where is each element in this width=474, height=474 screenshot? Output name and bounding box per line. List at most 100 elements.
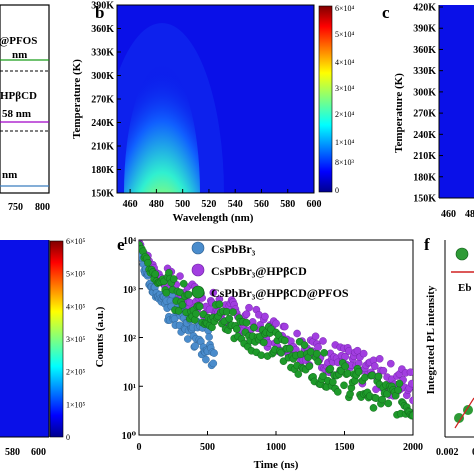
decay-point	[293, 329, 301, 338]
panel-b-colorbar-label: 4×10⁴	[335, 58, 355, 67]
decay-point	[409, 411, 413, 420]
panel-c-xtick-460: 460	[441, 209, 456, 220]
panel-f-legend-marker	[455, 247, 469, 261]
decay-point	[312, 349, 321, 358]
decay-point	[370, 362, 379, 371]
panel-b-colorbar-label: 0	[335, 186, 339, 195]
panel-b: b 150K 180K 210K 240K 270K 300K 330K 360K 390K 4…	[71, 1, 355, 225]
legend-marker-hpbcd	[191, 263, 205, 277]
panel-e-xtick-label: 2000	[403, 442, 423, 453]
decay-point	[372, 394, 380, 403]
decay-point	[386, 359, 395, 368]
panel-d-heatmap	[0, 240, 49, 437]
panel-d-xtick-580: 580	[5, 447, 20, 458]
panel-b-xlabel: Wavelength (nm)	[173, 212, 254, 224]
panel-a-xtick-800: 800	[35, 202, 50, 213]
panel-c-ytick-label: 420K	[413, 3, 436, 14]
panel-b-xtick-label: 520	[201, 199, 216, 210]
panel-e-ytick-label: 10²	[123, 334, 136, 345]
panel-f-fit-curve	[454, 397, 474, 429]
decay-point	[394, 386, 403, 394]
panel-d-xtick-600: 600	[31, 447, 46, 458]
panel-a-label-4: 58 nm	[2, 108, 31, 120]
decay-point	[250, 323, 258, 332]
decay-point	[162, 288, 171, 297]
panel-f-xtick-2: 0	[472, 447, 474, 458]
decay-point	[259, 338, 268, 347]
panel-d-colorbar-label: 3×10⁵	[66, 335, 86, 344]
decay-point	[176, 272, 184, 280]
panel-e-xlabel: Time (ns)	[254, 459, 299, 471]
panel-b-xticks: 460 480 500 520 540 560 580 600	[123, 189, 322, 210]
panel-f-point-1	[454, 413, 464, 423]
decay-point	[359, 349, 368, 358]
decay-point	[229, 308, 237, 316]
panel-b-colorbar-label: 5×10⁴	[335, 30, 355, 39]
panel-c-ytick-label: 300K	[413, 87, 436, 98]
panel-c-heatmap	[439, 5, 474, 198]
panel-b-colorbar	[318, 5, 333, 193]
decay-point	[202, 355, 210, 364]
panel-c-ytick-label: 330K	[413, 66, 436, 77]
panel-b-yticks: 150K 180K 210K 240K 270K 300K 330K 360K 390K	[91, 1, 121, 200]
decay-point	[319, 372, 327, 380]
panel-a-label-3: HPβCD	[0, 90, 37, 102]
decay-point	[280, 336, 289, 345]
decay-point	[294, 370, 303, 378]
panel-b-xtick-label: 600	[307, 199, 322, 210]
decay-point	[205, 333, 213, 341]
decay-point	[209, 359, 218, 368]
decay-point	[314, 357, 322, 366]
panel-e-ytick-label: 10⁴	[123, 236, 136, 247]
decay-point	[384, 399, 393, 408]
panel-c: c 150K 180K 210K 240K 270K 300K 330K 360K 390K 42…	[382, 3, 474, 220]
panel-a-label-5: nm	[2, 169, 17, 181]
decay-point	[272, 319, 280, 328]
panel-c-ytick-label: 150K	[413, 194, 436, 205]
legend-label-hpbcd: CsPbBr₃@HPβCD	[211, 264, 307, 278]
decay-point	[242, 318, 251, 327]
decay-point	[261, 312, 269, 321]
panel-b-colorbar-ticks: 0 8×10³ 1×10⁴ 2×10⁴ 3×10⁴ 4×10⁴ 5×10⁴ 6×10⁴	[335, 4, 355, 195]
panel-d-colorbar-label: 1×10⁵	[66, 400, 86, 409]
panel-e-xtick-label: 1500	[335, 442, 355, 453]
legend-marker-pfos	[191, 285, 205, 299]
panel-e-ytick-label: 10¹	[123, 382, 136, 393]
panel-a-xtick-750: 750	[8, 202, 23, 213]
decay-point	[395, 379, 404, 388]
decay-point	[374, 372, 383, 381]
decay-point	[245, 303, 253, 312]
panel-d: 580 600 0 1×10⁵ 2×10⁵ 3×10⁵ 4×10⁵ 5×10⁵ 6×10⁵	[0, 237, 86, 458]
panel-b-xtick-label: 580	[280, 199, 295, 210]
panel-c-ylabel: Temperature (K)	[393, 73, 405, 153]
decay-point	[242, 310, 251, 318]
panel-b-xtick-label: 560	[254, 199, 269, 210]
panel-a: @PFOS nm HPβCD 58 nm nm 750 800	[0, 4, 50, 213]
panel-a-label-1: @PFOS	[0, 35, 37, 47]
panel-b-ytick-label: 390K	[91, 1, 114, 12]
decay-point	[333, 388, 342, 396]
decay-point	[326, 364, 335, 373]
legend-marker-cspbbr3	[191, 241, 205, 255]
panel-b-letter: b	[95, 3, 104, 22]
panel-c-yticks: 150K 180K 210K 240K 270K 300K 330K 360K 390K 420K	[413, 3, 443, 205]
heatmap-peak	[124, 65, 200, 193]
panel-b-ytick-label: 180K	[91, 165, 114, 176]
decay-point	[184, 290, 193, 299]
panel-b-ytick-label: 210K	[91, 142, 114, 153]
decay-point	[195, 302, 204, 311]
decay-point	[192, 309, 200, 318]
panel-b-ytick-label: 330K	[91, 48, 114, 59]
panel-b-colorbar-label: 8×10³	[335, 158, 355, 167]
decay-point	[340, 381, 348, 390]
decay-point	[408, 379, 413, 388]
panel-b-colorbar-label: 2×10⁴	[335, 110, 355, 119]
panel-e: e 10⁰ 10¹ 10² 10³ 10⁴ 0 500 1000 1500 2000 Count…	[94, 235, 423, 471]
panel-c-ytick-label: 210K	[413, 151, 436, 162]
panel-d-colorbar-label: 5×10⁵	[66, 270, 86, 279]
decay-point	[190, 316, 199, 324]
decay-point	[383, 390, 391, 398]
decay-point	[225, 314, 234, 323]
decay-point	[174, 307, 183, 315]
